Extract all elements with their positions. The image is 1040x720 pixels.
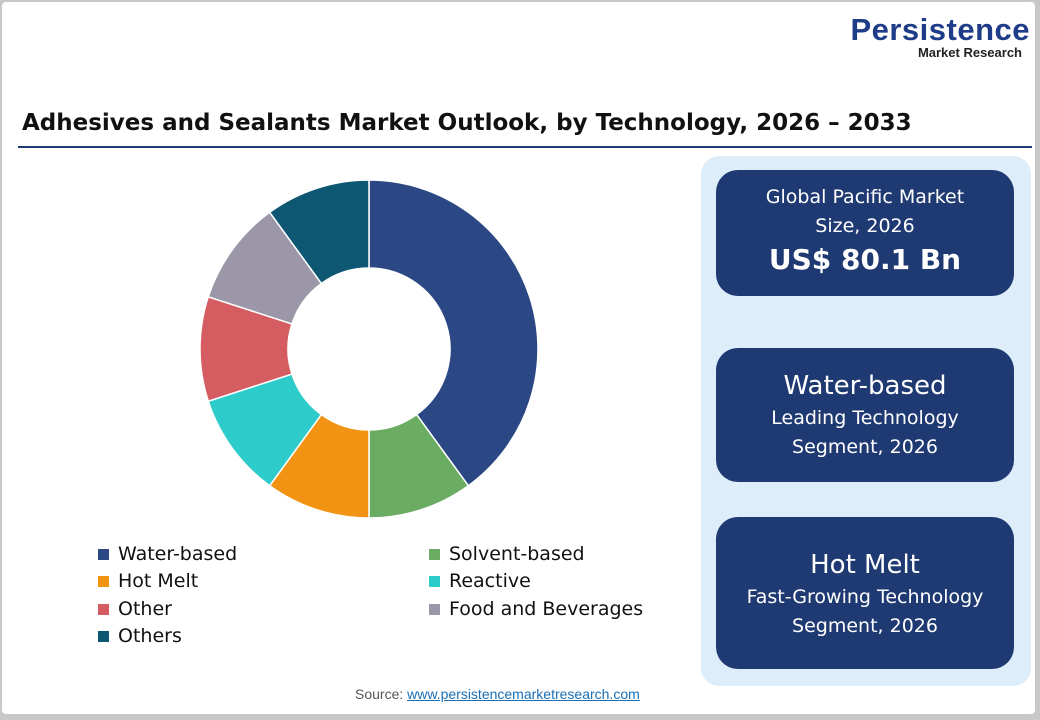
title-divider	[18, 146, 1032, 148]
source-note: Source: www.persistencemarketresearch.co…	[355, 686, 640, 702]
legend-swatch	[98, 548, 109, 560]
legend-swatch	[429, 603, 440, 615]
legend-label: Water-based	[118, 543, 238, 565]
legend-swatch	[98, 575, 109, 587]
market-size-label-1: Global Pacific Market	[765, 186, 965, 208]
legend-label: Reactive	[449, 570, 531, 592]
legend-label: Other	[118, 598, 172, 620]
chart-title: Adhesives and Sealants Market Outlook, b…	[22, 110, 912, 136]
legend-swatch	[429, 575, 440, 587]
leading-segment-label-2: Segment, 2026	[792, 436, 938, 458]
donut-slice-others	[268, 179, 370, 285]
leading-segment-label-1: Leading Technology	[771, 407, 959, 429]
source-link[interactable]: www.persistencemarketresearch.com	[407, 686, 640, 702]
donut-slice-water-based	[368, 179, 539, 487]
legend-label: Hot Melt	[118, 570, 199, 592]
logo-name: Persistence	[850, 12, 1030, 47]
logo: Persistence Market Research	[826, 14, 1030, 60]
legend-item: Hot Melt	[98, 570, 198, 592]
leading-segment-heading: Water-based	[783, 371, 947, 401]
fast-growing-label-2: Segment, 2026	[792, 615, 938, 637]
legend-item: Reactive	[429, 570, 531, 592]
legend-item: Other	[98, 598, 172, 620]
source-label: Source:	[355, 686, 404, 702]
legend-label: Others	[118, 625, 182, 647]
legend-item: Others	[98, 625, 182, 647]
legend-swatch	[429, 548, 440, 560]
market-size-label-2: Size, 2026	[815, 215, 915, 237]
fast-growing-heading: Hot Melt	[810, 550, 920, 580]
legend-label: Food and Beverages	[449, 598, 644, 620]
legend-swatch	[98, 630, 109, 642]
legend-swatch	[98, 603, 109, 615]
logo-subtitle: Market Research	[917, 45, 1022, 60]
fast-growing-label-1: Fast-Growing Technology	[746, 586, 984, 608]
legend-item: Food and Beverages	[429, 598, 643, 620]
market-size-card: Global Pacific Market Size, 2026 US$ 80.…	[716, 170, 1014, 296]
legend-item: Water-based	[98, 543, 237, 565]
fast-growing-card: Hot Melt Fast-Growing Technology Segment…	[716, 517, 1014, 669]
donut-chart	[199, 179, 539, 519]
legend-label: Solvent-based	[449, 543, 585, 565]
legend-item: Solvent-based	[429, 543, 585, 565]
leading-segment-card: Water-based Leading Technology Segment, …	[716, 348, 1014, 482]
market-size-value: US$ 80.1 Bn	[768, 243, 962, 276]
